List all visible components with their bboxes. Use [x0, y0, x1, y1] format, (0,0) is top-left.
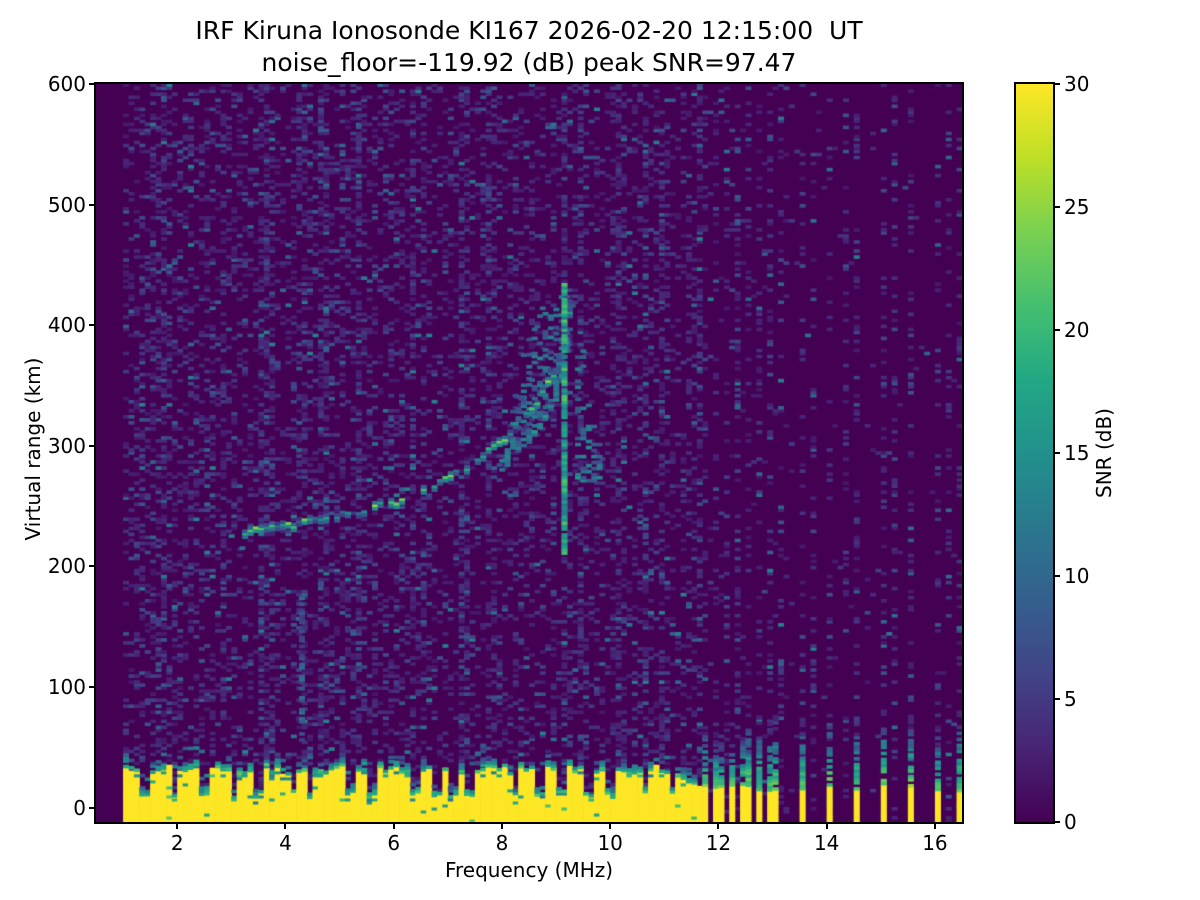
x-tick-mark	[392, 824, 395, 829]
colorbar-tick-label: 15	[1064, 441, 1090, 465]
y-tick-mark	[89, 324, 94, 327]
y-tick-label: 400	[47, 313, 86, 338]
colorbar-label: SNR (dB)	[1092, 408, 1116, 498]
x-tick-label: 12	[705, 831, 732, 855]
y-tick-mark	[89, 83, 94, 85]
colorbar-tick-label: 30	[1064, 72, 1090, 96]
colorbar-tick-mark	[1055, 206, 1060, 208]
y-tick-label: 0	[73, 795, 86, 820]
x-tick-mark	[284, 824, 287, 829]
colorbar-tick-label: 10	[1064, 564, 1090, 588]
chart-subtitle: noise_floor=-119.92 (dB) peak SNR=97.47	[261, 48, 797, 77]
y-tick-mark	[89, 203, 94, 206]
x-tick-mark	[176, 824, 179, 829]
y-tick-label: 600	[47, 72, 86, 96]
colorbar-tick-label: 25	[1064, 195, 1090, 219]
x-tick-label: 14	[813, 831, 840, 855]
x-tick-mark	[500, 824, 503, 829]
x-tick-mark	[717, 824, 720, 829]
colorbar-tick-mark	[1055, 575, 1060, 577]
heatmap-canvas	[96, 84, 962, 822]
x-tick-label: 4	[279, 831, 292, 855]
x-tick-mark	[825, 824, 828, 829]
colorbar-tick-label: 5	[1064, 687, 1077, 711]
chart-title: IRF Kiruna Ionosonde KI167 2026-02-20 12…	[195, 16, 863, 45]
colorbar-tick-mark	[1055, 83, 1060, 85]
y-tick-label: 300	[47, 433, 86, 458]
x-tick-mark	[609, 824, 612, 829]
x-tick-label: 6	[387, 831, 401, 855]
x-axis-label: Frequency (MHz)	[444, 858, 614, 882]
colorbar-tick-mark	[1055, 821, 1060, 823]
x-tick-label: 10	[597, 831, 623, 855]
colorbar-tick-label: 0	[1064, 810, 1077, 834]
colorbar-tick-mark	[1055, 698, 1060, 700]
colorbar-tick-mark	[1055, 329, 1060, 331]
y-tick-mark	[89, 806, 94, 809]
colorbar-gradient	[1016, 84, 1053, 822]
colorbar-tick-label: 20	[1064, 318, 1090, 342]
y-tick-label: 100	[47, 674, 86, 699]
x-tick-label: 8	[495, 831, 509, 855]
colorbar-tick-mark	[1055, 452, 1060, 454]
y-tick-label: 500	[47, 192, 86, 217]
y-tick-mark	[89, 444, 94, 447]
x-tick-mark	[933, 824, 936, 829]
y-tick-mark	[89, 565, 94, 568]
x-tick-label: 16	[922, 831, 948, 855]
y-tick-label: 200	[47, 554, 86, 579]
x-tick-label: 2	[170, 831, 184, 855]
y-axis-label: Virtual range (km)	[21, 357, 45, 541]
y-tick-mark	[89, 685, 94, 688]
